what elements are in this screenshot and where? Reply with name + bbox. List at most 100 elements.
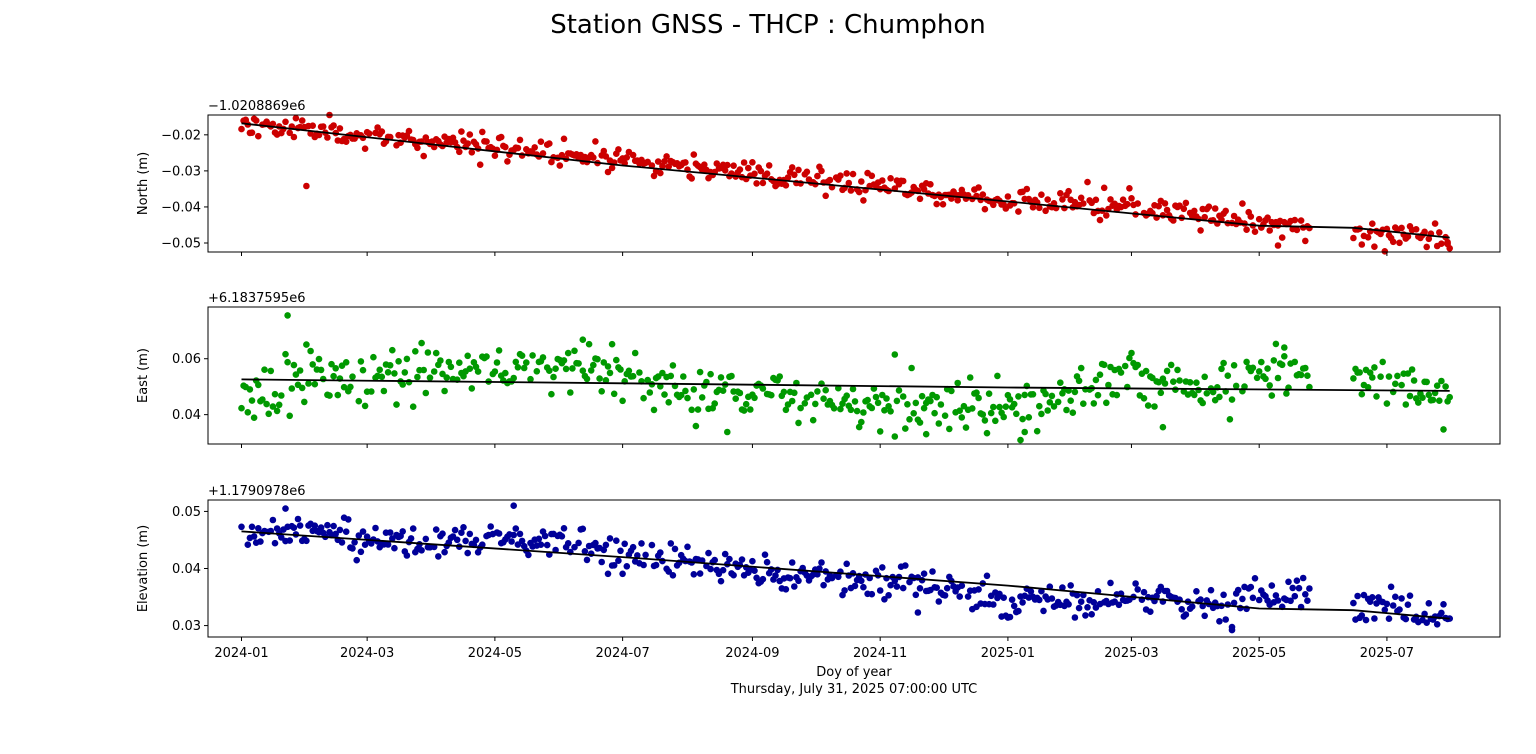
data-point xyxy=(975,184,982,191)
data-point xyxy=(1396,606,1403,613)
data-point xyxy=(1423,619,1430,626)
data-point xyxy=(546,140,553,147)
data-point xyxy=(1170,378,1177,386)
data-point xyxy=(1389,602,1397,609)
data-point xyxy=(1278,234,1286,241)
data-point xyxy=(254,132,262,140)
data-point xyxy=(891,577,899,585)
data-point xyxy=(351,539,358,546)
data-point xyxy=(1446,393,1453,401)
data-point xyxy=(1268,582,1276,589)
data-point xyxy=(1264,365,1271,372)
data-point xyxy=(1264,214,1271,221)
data-point xyxy=(1297,371,1305,379)
data-point xyxy=(1134,200,1141,207)
data-point xyxy=(1050,403,1058,410)
data-point xyxy=(1281,344,1288,351)
data-point xyxy=(464,549,472,557)
data-point xyxy=(822,386,829,394)
data-point xyxy=(1369,374,1376,381)
data-point xyxy=(426,374,434,382)
data-point xyxy=(1167,361,1175,369)
data-point xyxy=(738,556,746,563)
data-point xyxy=(1272,592,1280,599)
data-point xyxy=(887,175,894,182)
data-point xyxy=(600,546,608,554)
data-point xyxy=(985,390,993,398)
data-point xyxy=(311,380,319,388)
data-point xyxy=(728,372,735,380)
data-point xyxy=(581,548,589,555)
data-point xyxy=(1042,390,1049,398)
data-point xyxy=(788,164,796,171)
data-point xyxy=(1239,200,1246,207)
data-point xyxy=(1255,368,1263,375)
data-point xyxy=(275,401,283,409)
data-point xyxy=(1379,358,1386,366)
data-point xyxy=(254,381,262,389)
data-point xyxy=(604,570,612,578)
data-point xyxy=(809,416,817,424)
data-point xyxy=(571,543,578,551)
data-point xyxy=(613,537,620,544)
data-point xyxy=(663,153,670,160)
data-point xyxy=(837,172,844,179)
data-point xyxy=(292,371,300,378)
data-point xyxy=(1191,207,1198,215)
data-point xyxy=(1105,381,1112,389)
data-point xyxy=(533,368,541,375)
data-point xyxy=(294,515,302,523)
data-point xyxy=(282,118,289,126)
data-point xyxy=(1258,358,1265,366)
data-point xyxy=(1268,392,1276,399)
data-point xyxy=(1224,601,1232,608)
data-point xyxy=(1415,399,1422,406)
data-point xyxy=(332,530,340,538)
data-point xyxy=(623,563,631,570)
data-point xyxy=(1075,377,1083,385)
data-point xyxy=(1077,364,1085,372)
data-point xyxy=(596,375,603,382)
data-point xyxy=(1293,577,1301,584)
data-point xyxy=(1302,591,1309,598)
data-point xyxy=(456,359,463,367)
data-point xyxy=(483,353,490,360)
data-point xyxy=(742,400,750,408)
data-point xyxy=(303,182,310,190)
data-point xyxy=(1295,584,1303,592)
data-point xyxy=(868,172,876,180)
data-point xyxy=(782,182,790,189)
data-point xyxy=(412,348,419,355)
data-point xyxy=(468,149,476,156)
data-point xyxy=(847,187,855,194)
data-point xyxy=(355,397,363,405)
data-point xyxy=(309,361,317,368)
data-point xyxy=(784,174,792,181)
data-point xyxy=(315,355,323,363)
data-point xyxy=(1249,594,1257,602)
data-point xyxy=(902,425,909,432)
data-point xyxy=(707,370,714,378)
data-point xyxy=(922,430,930,438)
data-point xyxy=(682,159,689,166)
data-point xyxy=(456,148,463,156)
data-point xyxy=(579,367,587,375)
data-point xyxy=(634,552,641,559)
data-point xyxy=(1151,403,1158,410)
data-point xyxy=(518,352,526,360)
data-point xyxy=(1381,606,1389,614)
data-point xyxy=(407,535,415,542)
data-point xyxy=(1251,575,1259,582)
data-point xyxy=(466,365,474,373)
data-point xyxy=(899,584,907,592)
data-point xyxy=(713,160,721,167)
data-point xyxy=(1193,379,1200,387)
north-panel: −0.02 −0.03 −0.04 −0.05 −1.0208869e6 North (m… xyxy=(136,99,1501,256)
data-point xyxy=(1209,388,1217,396)
data-point xyxy=(330,122,337,129)
data-point xyxy=(648,162,656,169)
data-point xyxy=(349,373,356,381)
data-point xyxy=(1297,217,1305,224)
data-point xyxy=(964,593,972,600)
data-point xyxy=(617,547,624,555)
